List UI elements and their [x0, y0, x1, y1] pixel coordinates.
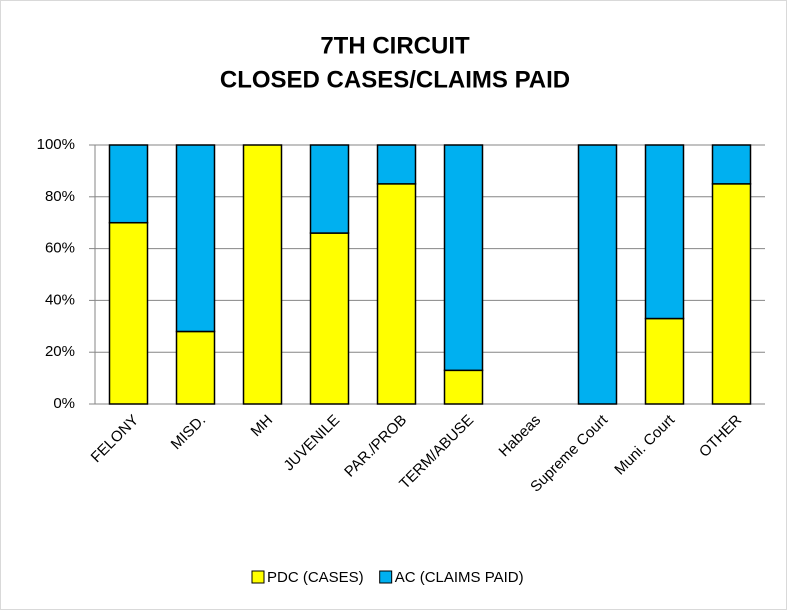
- bar-segment: [108, 144, 149, 224]
- bar-segment: [711, 183, 752, 405]
- bar-segment: [175, 144, 216, 333]
- legend-swatch: [379, 570, 393, 584]
- bar-segment: [108, 221, 149, 405]
- y-tick-label: 60%: [45, 240, 75, 257]
- chart-title: CLOSED CASES/CLAIMS PAID: [220, 66, 570, 93]
- bar-segment: [376, 144, 417, 185]
- legend-label: PDC (CASES): [267, 569, 364, 586]
- y-tick-label: 80%: [45, 188, 75, 205]
- bar-segment: [242, 144, 283, 405]
- bar-segment: [309, 144, 350, 234]
- legend-label: AC (CLAIMS PAID): [395, 569, 524, 586]
- bar-segment: [644, 317, 685, 405]
- bar-segment: [443, 144, 484, 372]
- bar-segment: [644, 144, 685, 320]
- bar-segment: [376, 183, 417, 405]
- y-tick-label: 20%: [45, 343, 75, 360]
- y-tick-label: 40%: [45, 291, 75, 308]
- bar-segment: [443, 369, 484, 405]
- bar-segment: [577, 144, 618, 405]
- bar-segment: [309, 232, 350, 405]
- y-tick-label: 0%: [53, 395, 75, 412]
- bar-segment: [711, 144, 752, 185]
- y-tick-label: 100%: [37, 136, 75, 153]
- legend-swatch: [251, 570, 265, 584]
- chart-title: 7TH CIRCUIT: [320, 32, 470, 59]
- bar-segment: [175, 330, 216, 405]
